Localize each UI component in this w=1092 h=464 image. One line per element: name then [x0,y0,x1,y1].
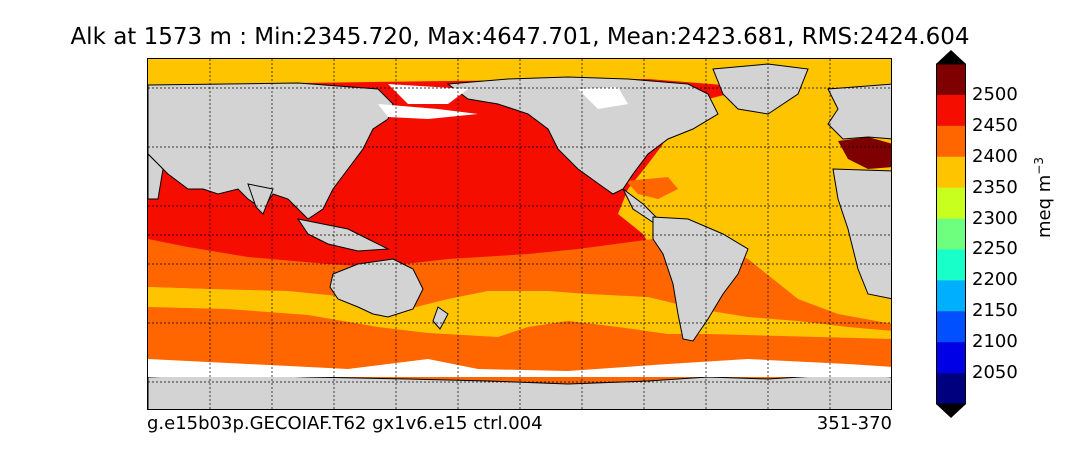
colorbar-tick-label: 2400 [972,145,1018,167]
colorbar-tick-label: 2300 [972,207,1018,229]
colorbar-tick-label: 2100 [972,331,1018,353]
colorbar-segment [936,373,966,405]
graticule [148,59,891,409]
colorbar-segment [936,187,966,220]
colorbar-segment [936,311,966,343]
colorbar-segment [936,64,966,96]
colorbar-tick-label: 2500 [972,83,1018,105]
colorbar-segment [936,280,966,312]
colorbar [936,50,966,418]
mediterranean-region [838,137,891,169]
north-america-land [446,76,719,195]
years-label: 351-370 [816,413,892,434]
caribbean-region [626,177,678,199]
colorbar-tick-label: 2450 [972,114,1018,136]
colorbar-segment [936,249,966,281]
unit-text: meq m [1034,174,1055,238]
africa-left-land [148,153,164,200]
colorbar-tick-label: 2050 [972,362,1018,384]
india-land [247,183,274,215]
nodata-bering [378,104,478,119]
colorbar-top-extension [936,50,966,64]
australia-land [329,258,424,318]
africa-right-land [832,168,891,300]
colorbar-segment [936,156,966,189]
colorbar-tick-label: 2150 [972,300,1018,322]
newzealand-land [432,306,449,330]
europe-land [827,83,891,140]
nodata-arctic [388,84,468,104]
colorbar-segment [936,342,966,374]
colorbar-border [936,63,966,405]
nodata-hudson [578,87,628,109]
unit-exponent: −3 [1032,157,1046,175]
colorbar-bottom-extension [936,404,966,418]
indonesia-land [296,218,390,252]
colorbar-unit-label: meq m−3 [1032,157,1055,238]
world-map [148,59,891,409]
case-name-label: g.e15b03p.GECOIAF.T62 gx1v6.e15 ctrl.004 [147,413,543,434]
colorbar-tick-label: 2200 [972,269,1018,291]
map-panel [147,58,892,410]
colorbar-segment [936,94,966,127]
greenland-land [712,63,809,115]
colorbar-tick-label: 2350 [972,176,1018,198]
map-title: Alk at 1573 m : Min:2345.720, Max:4647.7… [70,24,970,50]
colorbar-segment [936,125,966,158]
colorbar-tick-label: 2250 [972,238,1018,260]
colorbar-segment [936,218,966,250]
south-america-land [652,216,749,342]
